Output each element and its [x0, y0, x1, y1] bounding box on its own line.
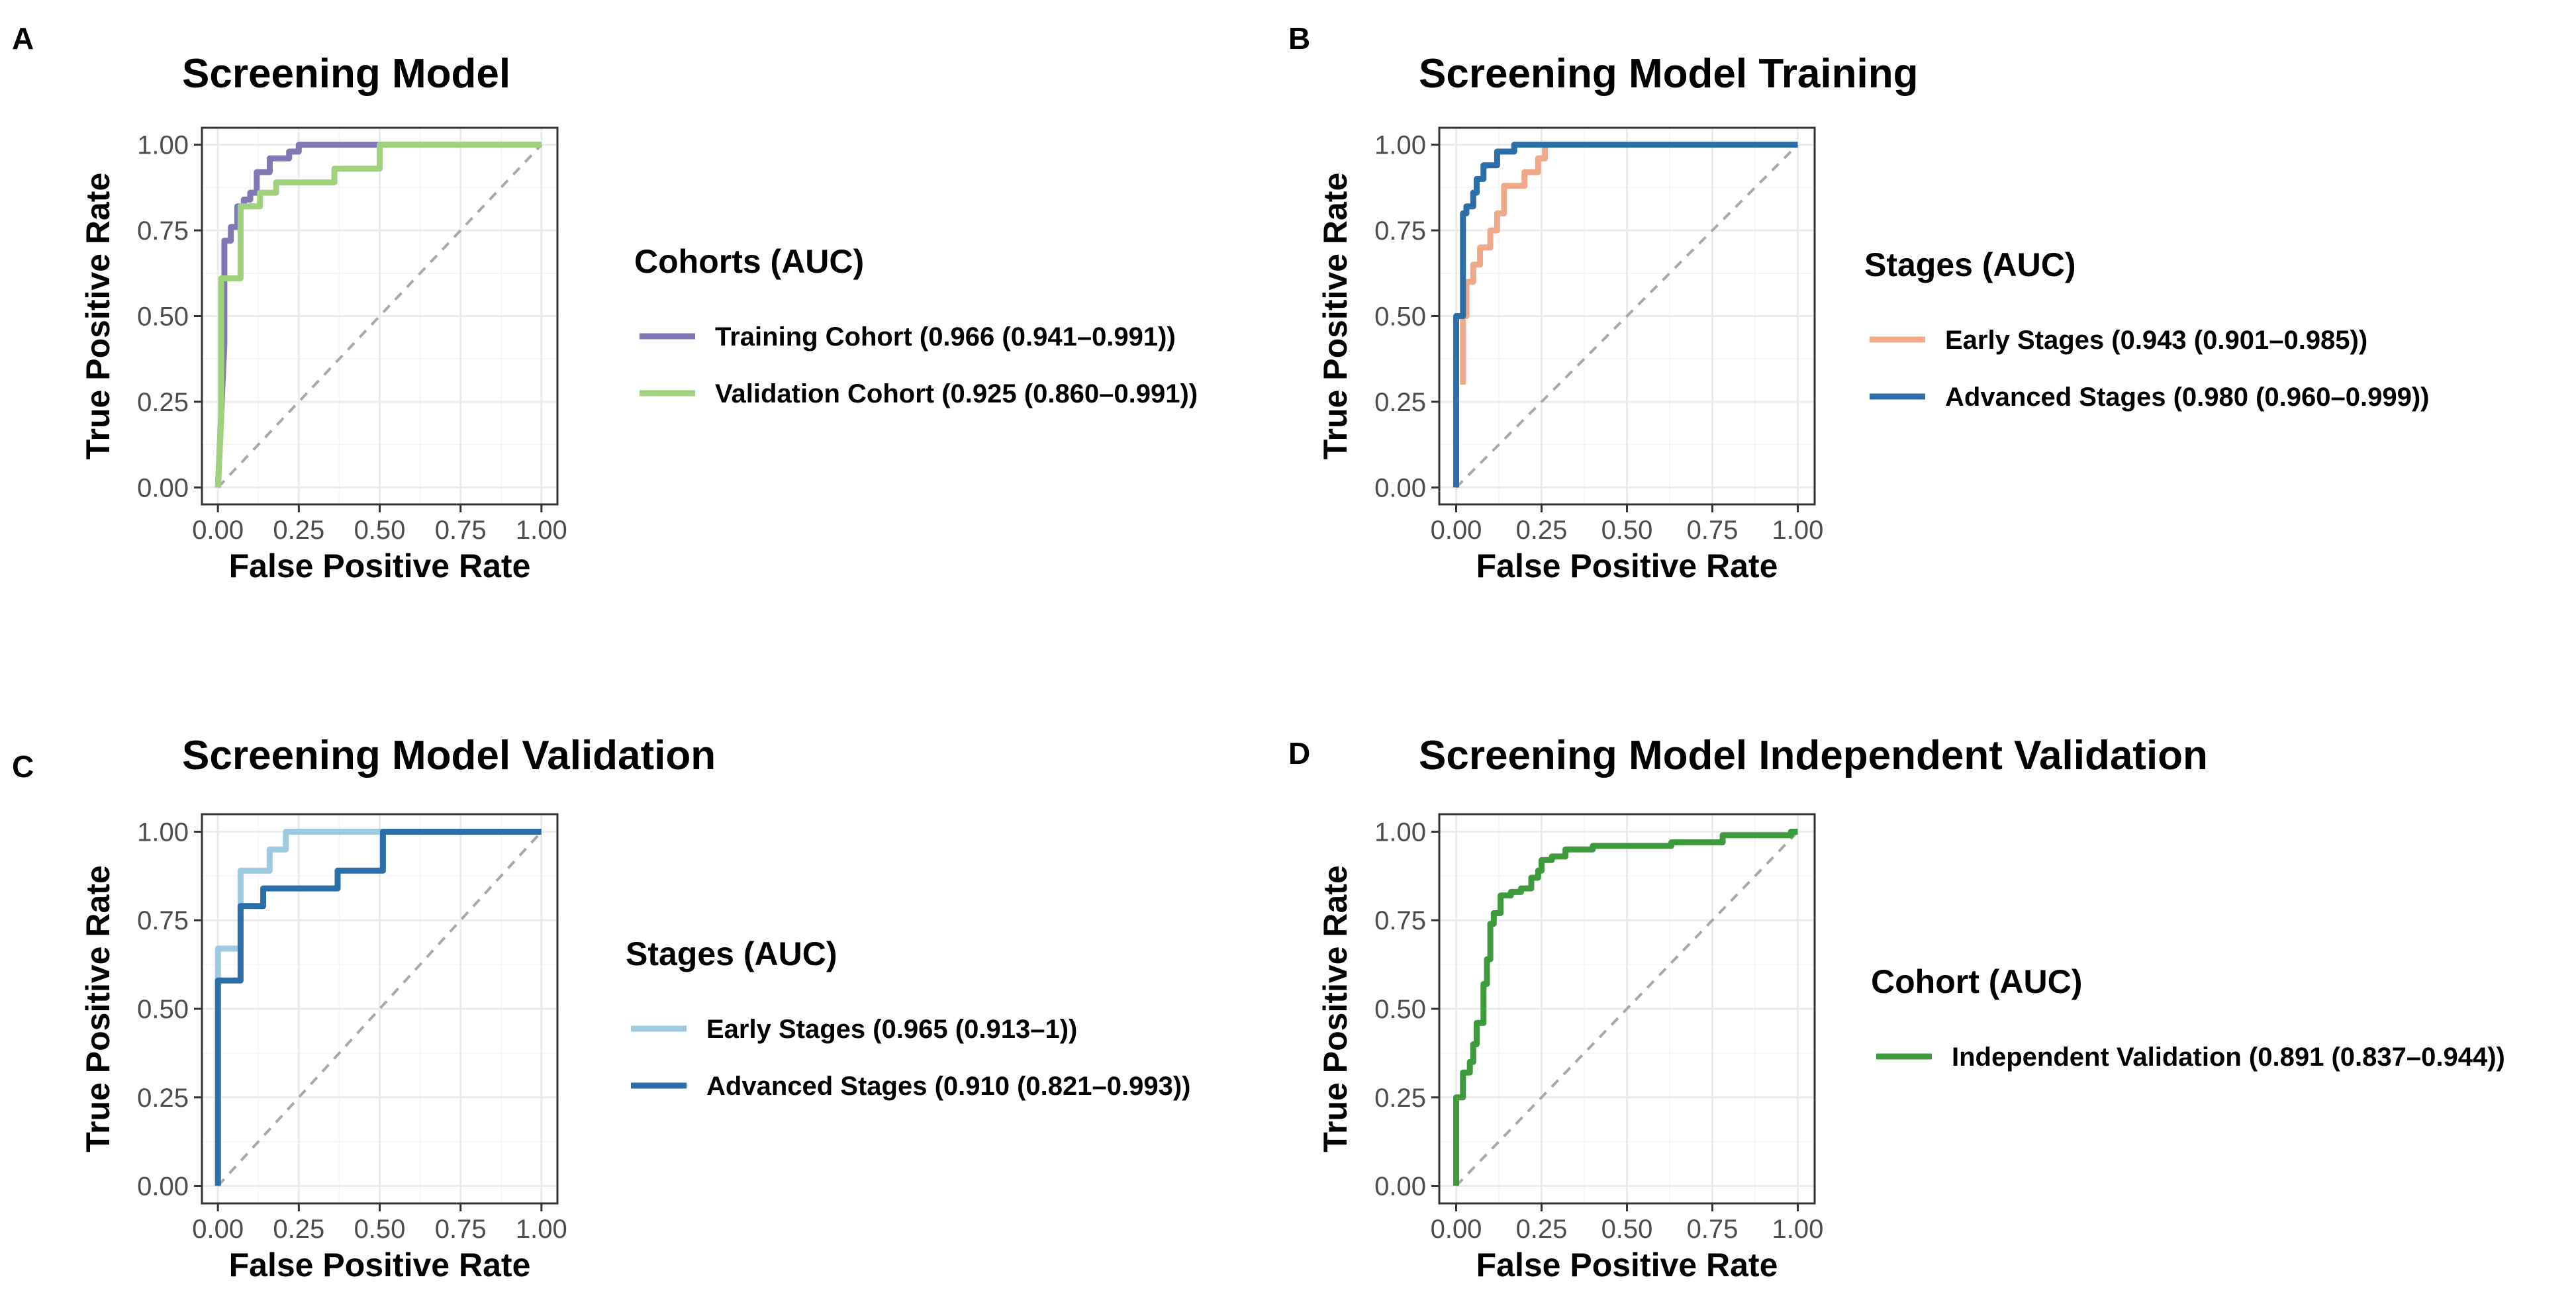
roc-curve-series-1 [215, 142, 542, 488]
legend-title: Stages (AUC) [1864, 246, 2075, 283]
x-tick-label: 0.00 [1431, 1215, 1482, 1244]
y-tick-label: 1.00 [1374, 131, 1426, 160]
x-tick-label: 0.25 [273, 1215, 324, 1244]
x-tick-label: 0.75 [1687, 516, 1739, 545]
x-tick-label: 0.50 [354, 516, 406, 545]
x-tick-label: 0.75 [435, 1215, 487, 1244]
y-tick-label: 0.25 [1374, 388, 1426, 417]
x-tick-label: 0.75 [435, 516, 487, 545]
legend-title: Cohort (AUC) [1871, 963, 2082, 1000]
y-axis-title: True Positive Rate [1317, 865, 1354, 1152]
reference-diagonal [1455, 831, 1799, 1187]
legend-label: Independent Validation (0.891 (0.837–0.9… [1952, 1043, 2505, 1072]
panel-letter: C [12, 749, 34, 784]
chart-title: Screening Model Validation [182, 733, 716, 778]
x-axis-title: False Positive Rate [229, 1246, 531, 1284]
x-tick-label: 0.50 [354, 1215, 406, 1244]
x-tick-label: 0.25 [1516, 1215, 1568, 1244]
roc-curve-series-2 [215, 142, 542, 488]
legend-label: Early Stages (0.965 (0.913–1)) [706, 1015, 1077, 1044]
y-tick-label: 0.75 [1374, 906, 1426, 935]
panel-border [1438, 813, 1816, 1205]
x-tick-label: 0.25 [1516, 516, 1568, 545]
x-axis-title: False Positive Rate [1476, 547, 1778, 585]
panel-letter: D [1288, 736, 1310, 771]
legend-title: Stages (AUC) [626, 935, 837, 972]
y-tick-label: 0.00 [137, 473, 189, 502]
legend-label: Validation Cohort (0.925 (0.860–0.991)) [715, 379, 1198, 408]
chart-title: Screening Model Training [1419, 51, 1918, 97]
legend-title: Cohorts (AUC) [634, 243, 864, 280]
y-tick-label: 0.75 [137, 216, 189, 246]
x-tick-label: 1.00 [516, 1215, 567, 1244]
legend-label: Early Stages (0.943 (0.901–0.985)) [1945, 326, 2367, 355]
y-tick-label: 0.00 [137, 1172, 189, 1201]
y-tick-label: 0.75 [1374, 216, 1426, 246]
roc-curve-series-1 [1453, 829, 1798, 1186]
y-tick-label: 1.00 [1374, 818, 1426, 847]
y-tick-label: 0.25 [1374, 1084, 1426, 1113]
reference-diagonal [216, 831, 543, 1187]
y-tick-label: 0.50 [137, 303, 189, 332]
panel-a: A Screening Model 0.000.00 0.25 0.25 0.50 0.50… [12, 21, 1198, 585]
x-tick-label: 1.00 [1772, 1215, 1824, 1244]
roc-curve-series-1 [215, 829, 542, 1186]
y-tick-label: 0.00 [1374, 1172, 1426, 1201]
legend-label: Advanced Stages (0.910 (0.821–0.993)) [706, 1072, 1191, 1101]
panel-border [1438, 126, 1816, 506]
panel-border [201, 813, 559, 1205]
x-tick-label: 0.75 [1687, 1215, 1739, 1244]
y-tick-label: 0.50 [1374, 303, 1426, 332]
y-axis-title: True Positive Rate [79, 173, 117, 460]
roc-curve-series-2 [1453, 142, 1798, 488]
legend-label: Training Cohort (0.966 (0.941–0.991)) [715, 322, 1176, 351]
x-tick-label: 0.00 [1431, 516, 1482, 545]
reference-diagonal [1455, 144, 1799, 489]
y-tick-label: 0.25 [137, 1084, 189, 1113]
panel-letter: B [1288, 21, 1310, 56]
panel-letter: A [12, 21, 34, 56]
legend-label: Advanced Stages (0.980 (0.960–0.999)) [1945, 383, 2430, 412]
y-tick-label: 0.50 [1374, 995, 1426, 1024]
y-tick-label: 0.00 [1374, 473, 1426, 502]
roc-curve-series-2 [215, 829, 542, 1186]
chart-title: Screening Model [182, 51, 510, 97]
x-tick-label: 1.00 [516, 516, 567, 545]
y-axis-title: True Positive Rate [79, 865, 117, 1152]
y-tick-label: 1.00 [137, 818, 189, 847]
y-tick-label: 0.25 [137, 388, 189, 417]
y-tick-label: 0.75 [137, 906, 189, 935]
x-axis-title: False Positive Rate [1476, 1246, 1778, 1284]
x-tick-label: 0.00 [192, 516, 244, 545]
panel-border [201, 126, 559, 506]
x-tick-label: 0.50 [1601, 1215, 1653, 1244]
roc-curve-series-1 [1460, 144, 1549, 385]
x-axis-title: False Positive Rate [229, 547, 531, 585]
x-tick-label: 1.00 [1772, 516, 1824, 545]
x-tick-label: 0.25 [273, 516, 324, 545]
x-tick-label: 0.50 [1601, 516, 1653, 545]
y-tick-label: 1.00 [137, 131, 189, 160]
y-tick-label: 0.50 [137, 995, 189, 1024]
panel-b: B Screening Model Training 0.000.00 0.25 0.2… [1288, 21, 2430, 585]
x-tick-label: 0.00 [192, 1215, 244, 1244]
y-axis-title: True Positive Rate [1317, 173, 1354, 460]
panel-c: C Screening Model Validation 0.000.00 0.25 0… [12, 733, 1191, 1284]
panel-d: D Screening Model Independent Validation 0… [1288, 733, 2505, 1284]
chart-title: Screening Model Independent Validation [1419, 733, 2208, 778]
